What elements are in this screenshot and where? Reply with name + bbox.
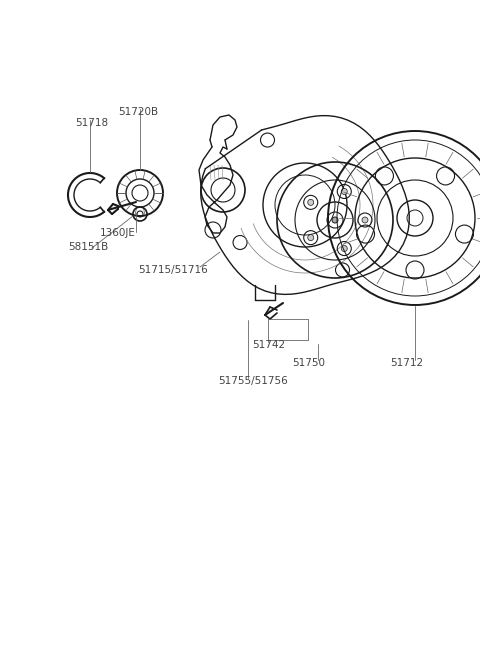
Text: 1360JE: 1360JE	[100, 228, 136, 238]
Circle shape	[308, 235, 314, 240]
Circle shape	[341, 189, 347, 194]
Circle shape	[308, 199, 314, 206]
Text: 58151B: 58151B	[68, 242, 108, 252]
Text: 51715/51716: 51715/51716	[138, 265, 208, 275]
Text: 51742: 51742	[252, 340, 285, 350]
Text: 51755/51756: 51755/51756	[218, 376, 288, 386]
Circle shape	[332, 217, 338, 223]
Text: 51720B: 51720B	[118, 107, 158, 117]
Text: 51718: 51718	[75, 118, 108, 128]
Text: 51750: 51750	[292, 358, 325, 368]
Circle shape	[341, 246, 347, 252]
Text: 51712: 51712	[390, 358, 423, 368]
Circle shape	[362, 217, 368, 223]
